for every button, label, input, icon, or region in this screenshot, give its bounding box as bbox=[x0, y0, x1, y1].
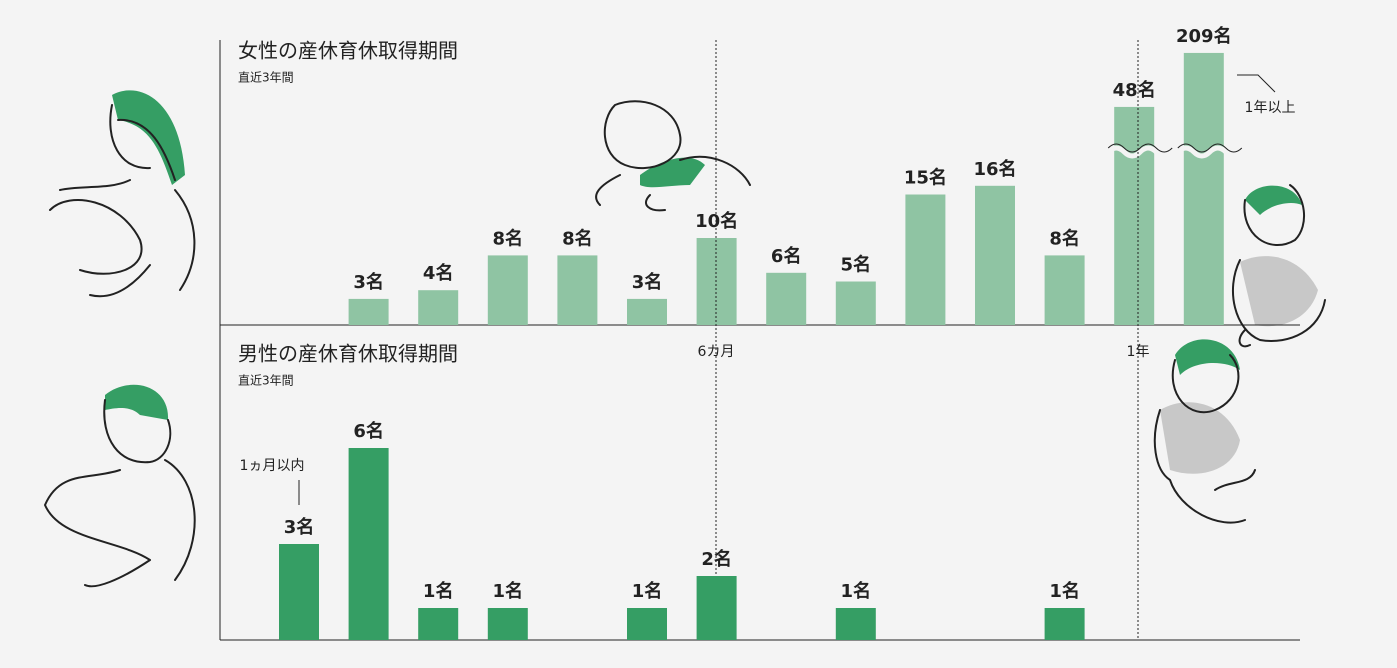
value-label: 6名 bbox=[353, 420, 384, 442]
bar bbox=[696, 238, 737, 325]
value-label: 15名 bbox=[904, 167, 947, 189]
value-label: 1名 bbox=[632, 580, 663, 602]
bar bbox=[487, 255, 528, 325]
value-label: 10名 bbox=[695, 210, 738, 232]
value-label: 1名 bbox=[423, 580, 454, 602]
bar bbox=[766, 272, 807, 325]
value-label: 3名 bbox=[353, 271, 384, 293]
value-label: 16名 bbox=[973, 158, 1016, 180]
annotation: 1ヵ月以内 bbox=[240, 458, 305, 474]
illustration-baby-crawling bbox=[595, 100, 751, 212]
value-label: 3名 bbox=[632, 271, 663, 293]
value-label: 2名 bbox=[701, 548, 732, 570]
axis-break bbox=[1176, 145, 1244, 159]
axis-break bbox=[1106, 145, 1174, 159]
illustration-father bbox=[43, 384, 196, 588]
illustration-toddler-sitting bbox=[1153, 339, 1256, 524]
annotation-leader bbox=[1237, 74, 1276, 93]
bar bbox=[835, 608, 876, 640]
period-label: 6カ月 bbox=[698, 344, 735, 360]
chart-subtitle: 直近3年間 bbox=[238, 374, 294, 388]
bar bbox=[627, 608, 667, 640]
value-label: 3名 bbox=[284, 516, 315, 538]
value-label: 1名 bbox=[493, 580, 524, 602]
chart-title: 男性の産休育休取得期間 bbox=[238, 342, 458, 366]
bar bbox=[557, 255, 598, 325]
bar bbox=[279, 544, 319, 640]
value-label: 8名 bbox=[1049, 227, 1080, 249]
bar bbox=[1044, 608, 1085, 640]
chart-title: 女性の産休育休取得期間 bbox=[238, 39, 458, 63]
value-label: 209名 bbox=[1176, 25, 1232, 47]
bar bbox=[418, 290, 459, 325]
axis-break-line bbox=[1107, 143, 1173, 153]
bar bbox=[1183, 52, 1224, 325]
illustration-toddler-green bbox=[1232, 184, 1326, 348]
value-label: 48名 bbox=[1113, 79, 1156, 101]
bar bbox=[627, 298, 667, 325]
bar bbox=[905, 194, 946, 325]
chart-subtitle: 直近3年間 bbox=[238, 71, 294, 85]
bar bbox=[696, 576, 737, 640]
bar bbox=[1114, 106, 1155, 325]
bar bbox=[348, 298, 389, 325]
value-label: 5名 bbox=[841, 254, 872, 276]
annotation: 1年以上 bbox=[1245, 100, 1296, 116]
value-label: 1名 bbox=[1049, 580, 1080, 602]
value-label: 6名 bbox=[771, 245, 802, 267]
bar bbox=[348, 448, 389, 640]
period-label: 1年 bbox=[1127, 344, 1150, 360]
bar bbox=[487, 608, 528, 640]
value-label: 4名 bbox=[423, 262, 454, 284]
illustration-mother bbox=[49, 90, 196, 298]
bar bbox=[1044, 255, 1085, 325]
bar bbox=[975, 185, 1015, 325]
value-label: 1名 bbox=[841, 580, 872, 602]
value-label: 8名 bbox=[493, 227, 524, 249]
axis-break-line bbox=[1177, 143, 1243, 153]
bar bbox=[835, 281, 876, 325]
bar bbox=[418, 608, 459, 640]
value-label: 8名 bbox=[562, 227, 593, 249]
